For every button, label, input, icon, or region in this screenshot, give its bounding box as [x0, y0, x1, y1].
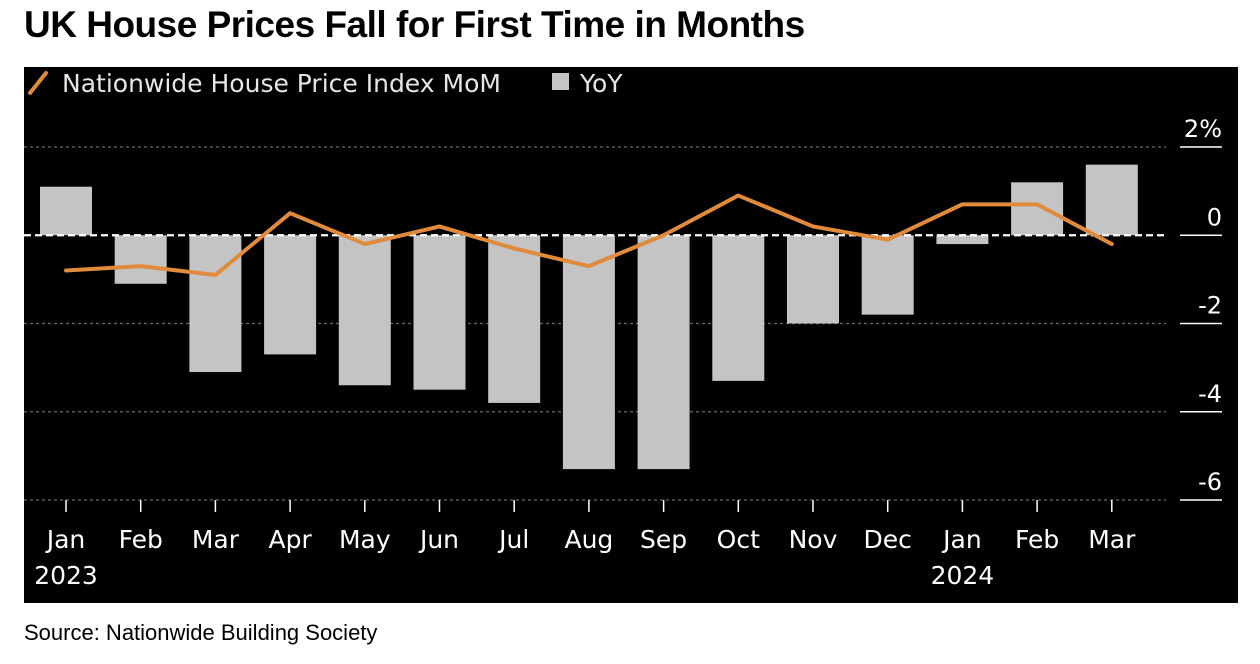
legend-label-mom: Nationwide House Price Index MoM	[62, 69, 501, 98]
point-mom	[961, 203, 963, 205]
x-tick-label: Dec	[864, 525, 912, 554]
x-tick-label: Oct	[717, 525, 760, 554]
bar-yoy	[936, 235, 989, 245]
bar-yoy	[40, 186, 92, 236]
bar-yoy	[712, 235, 765, 381]
point-mom	[812, 225, 814, 227]
y-tick-label: -2	[1198, 292, 1222, 320]
bar-yoy	[637, 235, 690, 470]
x-axis: Jan Feb Mar Apr May Jun Jul Aug Sep Oct Nov Dec Jan F…	[34, 500, 1136, 590]
x-tick-label: Mar	[192, 525, 240, 554]
bar-yoy	[114, 235, 167, 284]
bar-yoy	[861, 235, 914, 315]
y-axis: 2% 0 -2 -4 -6	[1180, 115, 1222, 501]
bar-yoy	[787, 235, 839, 324]
x-tick-label: Nov	[789, 525, 838, 554]
legend: Nationwide House Price Index MoM YoY	[28, 69, 623, 98]
point-mom	[214, 274, 216, 276]
point-mom	[439, 225, 440, 227]
chart-panel: 2% 0 -2 -4 -6 Jan Feb Mar Apr May Jun Jul Aug Sep Oct…	[24, 67, 1238, 603]
bar-yoy	[488, 235, 541, 403]
point-mom	[513, 247, 515, 249]
point-mom	[364, 243, 366, 245]
x-tick-label: Feb	[119, 525, 163, 554]
x-tick-label: Apr	[268, 525, 312, 554]
bar-yoy	[189, 235, 242, 373]
x-tick-label: Jan	[45, 525, 86, 554]
x-tick-label: Mar	[1088, 525, 1136, 554]
point-mom	[140, 265, 142, 267]
legend-swatch-bar	[552, 73, 569, 90]
legend-label-yoy: YoY	[579, 69, 623, 98]
chart-title: UK House Prices Fall for First Time in M…	[24, 4, 805, 45]
bar-yoy	[1011, 182, 1064, 236]
point-mom	[887, 239, 889, 241]
x-tick-label: Jan	[941, 525, 982, 554]
bar-yoy	[1085, 164, 1138, 236]
x-year-label: 2023	[34, 561, 98, 590]
x-year-label: 2024	[931, 561, 995, 590]
point-mom	[1111, 243, 1113, 245]
source-note: Source: Nationwide Building Society	[24, 620, 378, 645]
x-tick-label: Jun	[418, 525, 459, 554]
x-tick-label: May	[339, 525, 391, 554]
point-mom	[588, 265, 590, 267]
bar-yoy	[264, 235, 317, 355]
point-mom	[1036, 203, 1038, 205]
legend-swatch-line	[28, 71, 48, 95]
x-tick-label: Aug	[564, 525, 613, 554]
chart-svg: 2% 0 -2 -4 -6 Jan Feb Mar Apr May Jun Jul Aug Sep Oct…	[24, 69, 1222, 590]
x-tick-label: Sep	[640, 525, 687, 554]
point-mom	[289, 212, 291, 214]
point-mom	[65, 270, 67, 272]
point-mom	[663, 234, 665, 236]
point-mom	[737, 195, 739, 197]
bar-yoy	[413, 235, 466, 390]
y-tick-label: 2%	[1184, 115, 1222, 143]
y-tick-label: -4	[1198, 380, 1222, 408]
bar-yoy	[562, 235, 615, 470]
x-tick-label: Jul	[497, 525, 529, 554]
bar-yoy	[338, 235, 391, 386]
y-tick-label: -6	[1198, 468, 1222, 496]
x-tick-label: Feb	[1015, 525, 1059, 554]
y-tick-label: 0	[1207, 203, 1222, 231]
bars-layer	[40, 164, 1138, 470]
line-layer	[64, 193, 1114, 277]
